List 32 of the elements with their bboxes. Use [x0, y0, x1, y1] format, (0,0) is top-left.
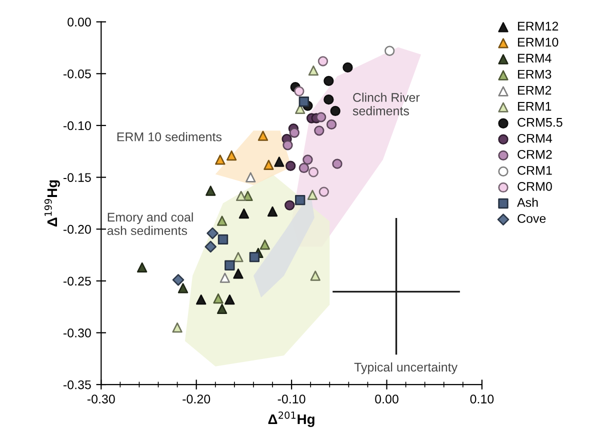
x-axis-title: Δ$^{201}$Hg [268, 411, 314, 427]
x-tick-label: 0.00 [375, 394, 398, 404]
legend-label: CRM4 [518, 134, 552, 143]
legend-label: CRM2 [518, 150, 552, 159]
y-tick-label: -0.10 [63, 121, 91, 130]
legend-label: ERM12 [518, 22, 558, 30]
legend-label: CRM1 [518, 166, 552, 175]
legend-label: CRM5.5 [518, 118, 562, 127]
y-axis-title: Δ$^{199}$Hg [44, 180, 60, 226]
x-tick-label: -0.20 [182, 394, 210, 404]
x-tick-label: 0.10 [470, 394, 494, 404]
y-tick-label: -0.25 [63, 276, 91, 286]
y-tick-label: -0.05 [63, 69, 91, 78]
annotation: Clinch River sediments [352, 92, 420, 116]
y-tick-label: -0.15 [63, 173, 91, 182]
y-tick-label: -0.35 [63, 380, 91, 390]
legend-label: ERM2 [518, 86, 552, 95]
legend-label: Cove [518, 214, 546, 223]
legend-label: CRM0 [518, 182, 552, 191]
legend-label: ERM4 [518, 54, 552, 63]
legend-label: ERM1 [518, 102, 552, 111]
y-tick-label: -0.30 [63, 328, 91, 338]
y-tick-label: 0.00 [68, 18, 91, 26]
x-tick-label: -0.10 [278, 394, 306, 404]
annotation: Typical uncertainty [354, 362, 458, 374]
annotation: Emory and coal ash sediments [107, 212, 193, 236]
legend-label: ERM10 [518, 38, 558, 47]
x-tick-label: -0.30 [87, 394, 115, 404]
annotation: ERM 10 sediments [117, 132, 222, 142]
legend-label: ERM3 [518, 70, 552, 79]
y-tick-label: -0.20 [63, 224, 91, 234]
legend-label: Ash [517, 198, 538, 207]
